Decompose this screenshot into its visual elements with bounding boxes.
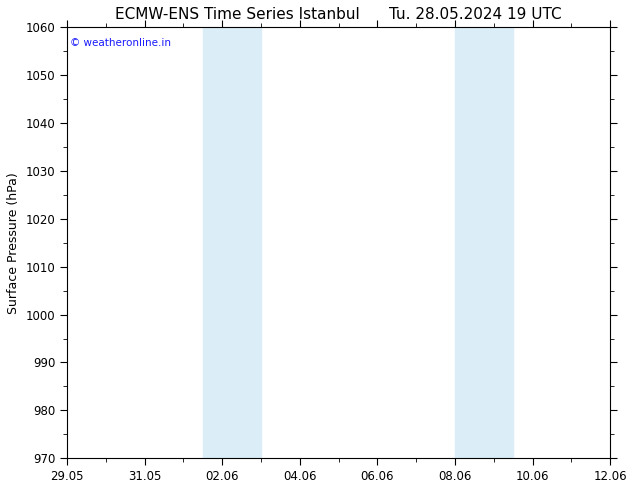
- Y-axis label: Surface Pressure (hPa): Surface Pressure (hPa): [7, 172, 20, 314]
- Bar: [203, 27, 261, 458]
- Bar: [455, 27, 514, 458]
- Title: ECMW-ENS Time Series Istanbul      Tu. 28.05.2024 19 UTC: ECMW-ENS Time Series Istanbul Tu. 28.05.…: [115, 7, 562, 22]
- Text: © weatheronline.in: © weatheronline.in: [70, 38, 171, 48]
